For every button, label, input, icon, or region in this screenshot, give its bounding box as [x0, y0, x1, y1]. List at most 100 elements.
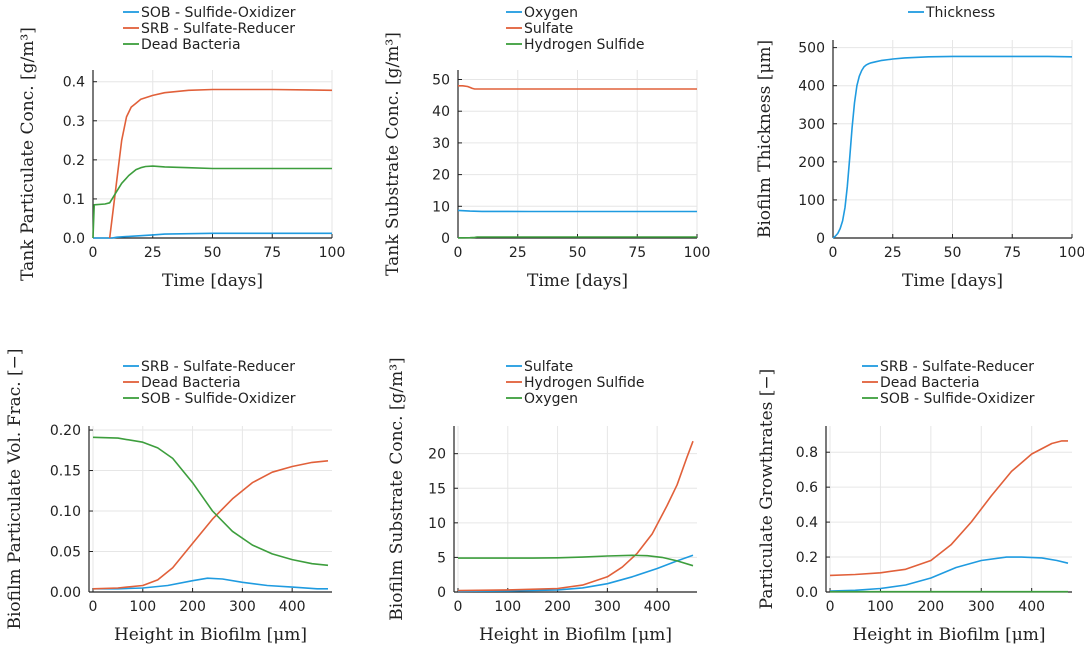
- y-tick-label: 0: [816, 231, 825, 247]
- series-line-sulfate: [457, 554, 694, 593]
- y-tick-label: 10: [432, 199, 450, 215]
- x-axis-label: Height in Biofilm [μm]: [114, 625, 307, 645]
- y-tick-label: 100: [798, 193, 825, 209]
- x-tick-label: 25: [884, 245, 902, 261]
- x-tick-label: 100: [684, 245, 711, 261]
- x-tick-label: 75: [263, 245, 281, 261]
- legend-entry: SRB - Sulfate-Reducer: [880, 359, 1034, 375]
- x-tick-label: 0: [826, 599, 835, 615]
- x-tick-label: 75: [1003, 245, 1021, 261]
- chart-6: 0 100 200 300 400 0.0 0.2 0.4 0.6 0.8 Height in Bi…: [757, 359, 1072, 645]
- y-tick-label: 0.05: [50, 545, 81, 561]
- series-line-dead-bacteria: [92, 460, 329, 590]
- x-tick-label: 100: [129, 599, 156, 615]
- series-line-srb-sulfate-reducer: [108, 88, 333, 239]
- y-tick-label: 200: [798, 155, 825, 171]
- x-tick-label: 25: [509, 245, 527, 261]
- x-tick-label: 0: [454, 599, 463, 615]
- x-axis-label: Time [days]: [902, 271, 1003, 291]
- series-line-sulfate: [458, 85, 697, 90]
- y-tick-label: 300: [798, 117, 825, 133]
- legend-entry: SOB - Sulfide-Oxidizer: [141, 5, 296, 21]
- x-tick-label: 100: [494, 599, 521, 615]
- x-tick-label: 200: [544, 599, 571, 615]
- y-tick-label: 0.1: [63, 192, 85, 208]
- y-tick-label: 400: [798, 79, 825, 95]
- x-axis-label: Time [days]: [162, 271, 263, 291]
- y-tick-label: 0.10: [50, 504, 81, 520]
- y-tick-label: 5: [437, 550, 446, 566]
- y-tick-label: 20: [428, 447, 446, 463]
- chart-5: 0 100 200 300 400 0 5 10 15 20 Height in Biofilm […: [387, 357, 697, 645]
- series-line-dead-bacteria: [829, 440, 1068, 577]
- legend-entry: Thickness: [925, 5, 995, 21]
- y-tick-label: 0.0: [796, 585, 818, 601]
- legend: Thickness: [908, 5, 995, 21]
- series-line-hydrogen-sulfide: [457, 440, 694, 592]
- y-tick-label: 10: [428, 516, 446, 532]
- x-tick-label: 75: [628, 245, 646, 261]
- legend-entry: Dead Bacteria: [141, 375, 241, 391]
- y-tick-label: 0: [441, 231, 450, 247]
- series-line-sob-sulfide-oxidizer: [92, 436, 329, 567]
- y-tick-label: 0.2: [796, 550, 818, 566]
- y-axis-label: Biofilm Thickness [μm]: [755, 40, 775, 238]
- y-tick-label: 20: [432, 168, 450, 184]
- y-tick-label: 15: [428, 481, 446, 497]
- x-tick-label: 400: [1018, 599, 1045, 615]
- x-tick-label: 100: [1059, 245, 1084, 261]
- legend-entry: Oxygen: [524, 5, 578, 21]
- y-tick-label: 0.20: [50, 423, 81, 439]
- y-axis-label: Particulate Growthrates [−]: [757, 369, 777, 610]
- y-axis-label: Biofilm Substrate Conc. [g/m³]: [387, 357, 407, 620]
- y-tick-label: 0.6: [796, 480, 818, 496]
- series-line-sob-sulfide-oxidizer: [93, 232, 332, 239]
- chart-3: 0 25 50 75 100 0 100 200 300 400 500 Time [days] Bio…: [755, 5, 1084, 291]
- y-tick-label: 30: [432, 136, 450, 152]
- series-line-thickness: [832, 55, 1073, 239]
- legend-entry: Oxygen: [524, 391, 578, 407]
- x-tick-label: 50: [569, 245, 587, 261]
- legend-entry: Dead Bacteria: [880, 375, 980, 391]
- chart-1: 0 25 50 75 100 0.0 0.1 0.2 0.3 0.4 Time [days] Tank…: [18, 5, 345, 291]
- x-tick-label: 300: [229, 599, 256, 615]
- x-tick-label: 0: [829, 245, 838, 261]
- y-tick-label: 0.00: [50, 585, 81, 601]
- y-axis-label: Biofilm Particulate Vol. Frac. [−]: [5, 348, 25, 629]
- y-tick-label: 0.4: [796, 515, 818, 531]
- x-tick-label: 400: [279, 599, 306, 615]
- series-line-srb-sulfate-reducer: [93, 577, 328, 590]
- y-tick-label: 0.8: [796, 445, 818, 461]
- legend-entry: Hydrogen Sulfide: [524, 375, 645, 391]
- legend-entry: Dead Bacteria: [141, 37, 241, 53]
- legend-entry: Sulfate: [524, 21, 573, 37]
- y-tick-label: 0.15: [50, 464, 81, 480]
- y-tick-label: 500: [798, 41, 825, 57]
- x-tick-label: 50: [204, 245, 222, 261]
- x-tick-label: 300: [594, 599, 621, 615]
- x-axis-label: Height in Biofilm [μm]: [479, 625, 672, 645]
- x-tick-label: 25: [144, 245, 162, 261]
- y-tick-label: 0.2: [63, 153, 85, 169]
- y-tick-label: 0.0: [63, 231, 85, 247]
- x-axis-label: Time [days]: [527, 271, 628, 291]
- x-tick-label: 100: [319, 245, 346, 261]
- x-tick-label: 50: [944, 245, 962, 261]
- x-tick-label: 200: [179, 599, 206, 615]
- y-tick-label: 0.4: [63, 75, 85, 91]
- y-tick-label: 0: [437, 585, 446, 601]
- x-tick-label: 400: [644, 599, 671, 615]
- x-tick-label: 0: [89, 599, 98, 615]
- x-tick-label: 200: [917, 599, 944, 615]
- x-tick-label: 0: [89, 245, 98, 261]
- legend-entry: Hydrogen Sulfide: [524, 37, 645, 53]
- y-tick-label: 40: [432, 104, 450, 120]
- series-line-oxygen: [458, 554, 694, 567]
- legend-entry: Sulfate: [524, 359, 573, 375]
- x-tick-label: 0: [454, 245, 463, 261]
